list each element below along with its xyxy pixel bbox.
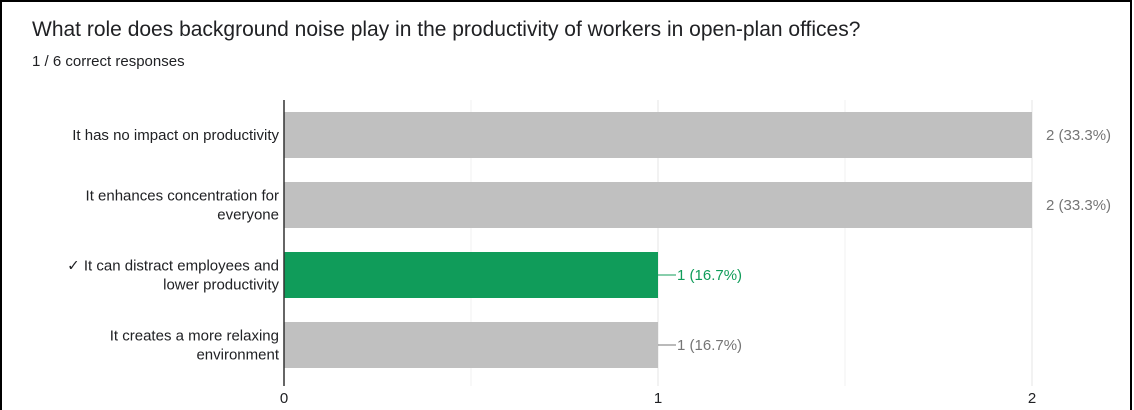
value-label-0: 2 (33.3%) <box>1046 127 1111 144</box>
category-label-2: ✓ It can distract employees and lower pro… <box>67 258 279 294</box>
value-label-2: 1 (16.7%) <box>677 267 742 284</box>
bar-3 <box>284 322 658 368</box>
value-label-1: 2 (33.3%) <box>1046 197 1111 214</box>
x-tick-label-2: 2 <box>1028 390 1036 407</box>
category-label-3: It creates a more relaxing environment <box>110 328 280 364</box>
category-label-1: It enhances concentration for everyone <box>86 188 279 224</box>
question-title: What role does background noise play in … <box>32 18 861 41</box>
category-label-0: It has no impact on productivity <box>72 127 279 144</box>
x-tick-label-0: 0 <box>280 390 288 407</box>
correct-responses-summary: 1 / 6 correct responses <box>32 53 185 70</box>
bar-0 <box>284 112 1032 158</box>
bar-2 <box>284 252 658 298</box>
bar-1 <box>284 182 1032 228</box>
value-label-3: 1 (16.7%) <box>677 337 742 354</box>
x-tick-label-1: 1 <box>654 390 662 407</box>
